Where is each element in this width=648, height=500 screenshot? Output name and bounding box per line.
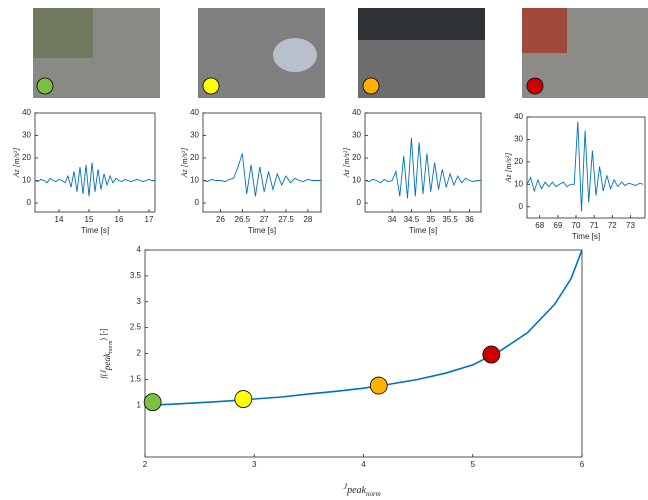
x-tick-label: 69: [553, 221, 562, 230]
x-tick-label: 4: [361, 460, 366, 469]
marker: [143, 393, 162, 412]
x-tick-label: 27.5: [278, 215, 294, 224]
y-tick-label: 40: [352, 108, 361, 117]
y-tick-label: 0: [195, 198, 200, 207]
y-tick-label: 30: [514, 135, 523, 144]
y-tick-label: 1.5: [130, 374, 142, 383]
axes-box: [144, 249, 583, 458]
x-tick-label: 17: [145, 215, 154, 224]
label-suffix: ) [-]: [99, 328, 108, 340]
y-tick-label: 0: [357, 198, 362, 207]
x-tick-label: 73: [626, 221, 635, 230]
data-line: [526, 121, 644, 212]
x-tick-label: 35: [426, 215, 435, 224]
y-axis-label: f(Jpeaknorm) [-]: [99, 328, 115, 378]
y-tick-label: 10: [22, 176, 31, 185]
x-tick-label: 2: [143, 460, 148, 469]
x-tick-label: 34.5: [404, 215, 420, 224]
y-tick-label: 10: [352, 176, 361, 185]
data-line: [34, 162, 155, 197]
y-tick-label: 0: [519, 202, 524, 211]
data-line: [144, 249, 583, 407]
label-subsub: norm: [366, 490, 381, 498]
photo-marker: [36, 77, 54, 95]
y-tick-label: 2: [137, 349, 142, 358]
y-tick-label: 20: [514, 157, 523, 166]
marker: [482, 345, 501, 364]
x-axis-label: Time [s]: [572, 232, 600, 241]
photo-marker: [526, 77, 544, 95]
y-tick-label: 0: [27, 198, 32, 207]
marker: [369, 376, 388, 395]
label-symbol: J: [99, 370, 108, 374]
axes-box: [202, 112, 322, 213]
y-tick-label: 30: [190, 131, 199, 140]
data-line: [364, 137, 481, 199]
photo-detail: [522, 8, 567, 53]
y-tick-label: 20: [352, 153, 361, 162]
x-tick-label: 26.5: [235, 215, 251, 224]
y-tick-label: 40: [514, 112, 523, 121]
label-subsub: norm: [108, 340, 114, 353]
x-tick-label: 3: [252, 460, 257, 469]
y-tick-label: 1: [137, 400, 142, 409]
x-tick-label: 72: [608, 221, 617, 230]
y-tick-label: 2.5: [130, 323, 142, 332]
x-axis-label: Time [s]: [81, 226, 109, 235]
label-sub: peak: [102, 352, 112, 371]
x-tick-label: 6: [580, 460, 585, 469]
y-tick-label: 3.5: [130, 271, 142, 280]
x-tick-label: 28: [303, 215, 312, 224]
axes-box: [34, 112, 156, 213]
y-tick-label: 30: [22, 131, 31, 140]
label-sub: peak: [346, 485, 366, 496]
marker: [234, 390, 253, 408]
photo-detail: [273, 38, 317, 72]
photo-marker: [362, 77, 380, 95]
y-tick-label: 10: [190, 176, 199, 185]
x-tick-label: 16: [115, 215, 124, 224]
y-tick-label: 3: [137, 297, 142, 306]
x-tick-label: 15: [85, 215, 94, 224]
label-symbol: J: [344, 482, 348, 491]
x-tick-label: 68: [535, 221, 544, 230]
photo-marker: [202, 77, 220, 95]
x-tick-label: 5: [471, 460, 476, 469]
y-tick-label: 20: [22, 153, 31, 162]
photo-detail: [33, 8, 93, 58]
photos: [33, 8, 648, 98]
y-tick-label: 40: [190, 108, 199, 117]
x-tick-label: 71: [590, 221, 599, 230]
y-axis-label: Az [m/s²]: [504, 153, 513, 184]
x-tick-label: 34: [388, 215, 397, 224]
photo-detail: [358, 8, 485, 40]
y-axis-label: Az [m/s²]: [180, 148, 189, 179]
x-axis-label: Time [s]: [409, 226, 437, 235]
x-axis-label: Jpeaknorm: [344, 482, 381, 498]
x-axis-label: Time [s]: [248, 226, 276, 235]
data-line: [202, 153, 321, 197]
x-tick-label: 70: [572, 221, 581, 230]
axes-box: [364, 112, 482, 213]
label-prefix: f(: [99, 372, 108, 378]
y-tick-label: 40: [22, 108, 31, 117]
y-tick-label: 20: [190, 153, 199, 162]
x-tick-label: 35.5: [442, 215, 458, 224]
y-tick-label: 30: [352, 131, 361, 140]
y-axis-label: Az [m/s²]: [12, 148, 21, 179]
x-tick-label: 27: [260, 215, 269, 224]
y-tick-label: 10: [514, 179, 523, 188]
y-axis-label: Az [m/s²]: [342, 148, 351, 179]
axes-box: [526, 116, 646, 219]
x-tick-label: 26: [216, 215, 225, 224]
y-tick-label: 4: [137, 245, 142, 254]
x-tick-label: 14: [55, 215, 64, 224]
x-tick-label: 36: [465, 215, 474, 224]
